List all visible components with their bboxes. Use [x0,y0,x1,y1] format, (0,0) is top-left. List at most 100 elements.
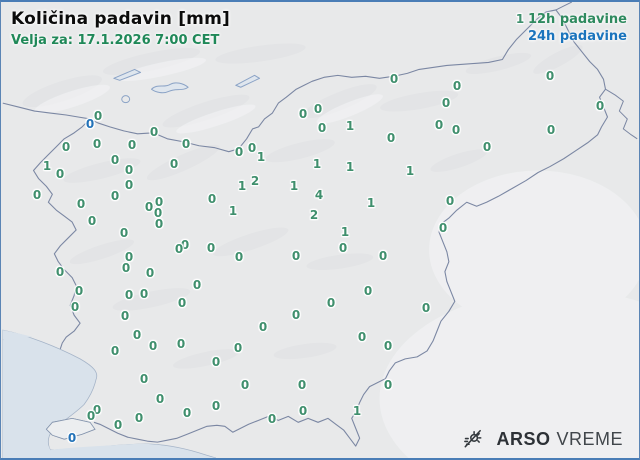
brand-vreme: VREME [556,428,623,449]
station-value-12h: 0 [124,250,134,264]
station-value-12h: 0 [92,137,102,151]
station-value-24h: 0 [67,431,77,445]
station-value-12h: 1 [345,160,355,174]
station-value-12h: 0 [92,403,102,417]
station-value-12h: 0 [174,242,184,256]
station-value-12h: 0 [545,69,555,83]
station-value-12h: 0 [378,249,388,263]
station-value-12h: 0 [233,341,243,355]
station-value-12h: 1 [366,196,376,210]
station-value-12h: 0 [177,296,187,310]
legend: 12h padavine 24h padavine [528,11,627,45]
station-value-12h: 0 [176,337,186,351]
station-value-12h: 0 [110,189,120,203]
slovenia-border [89,9,609,447]
station-value-12h: 0 [298,404,308,418]
station-value-12h: 0 [451,123,461,137]
station-value-12h: 1 [405,164,415,178]
station-value-12h: 0 [154,195,164,209]
station-value-12h: 0 [326,296,336,310]
station-value-24h: 0 [85,117,95,131]
lakes [113,68,261,104]
station-value-12h: 0 [55,265,65,279]
arso-vreme-logo: ARSO VREME [462,428,623,450]
station-value-12h: 0 [110,344,120,358]
station-value-12h: 1 [515,12,525,26]
brand-arso: ARSO [496,428,551,449]
legend-item-24h: 24h padavine [527,29,627,44]
station-value-12h: 0 [452,79,462,93]
station-value-12h: 0 [482,140,492,154]
station-value-12h: 1 [352,404,362,418]
station-value-12h: 0 [267,412,277,426]
station-value-12h: 0 [124,163,134,177]
station-value-12h: 0 [298,107,308,121]
station-value-12h: 0 [180,238,190,252]
station-value-12h: 0 [86,409,96,423]
station-value-12h: 1 [256,150,266,164]
station-value-12h: 2 [309,208,319,222]
station-value-12h: 0 [363,284,373,298]
station-value-12h: 0 [207,192,217,206]
station-value-12h: 0 [317,121,327,135]
relief-shading [22,43,583,369]
piran-peninsula-fill [45,417,96,440]
station-value-12h: 0 [148,339,158,353]
slovenia-italy-border [32,118,91,350]
station-value-12h: 0 [383,378,393,392]
station-value-12h: 0 [247,141,257,155]
station-value-12h: 0 [74,284,84,298]
station-value-12h: 0 [132,328,142,342]
station-value-12h: 0 [211,355,221,369]
station-value-12h: 0 [32,188,42,202]
station-value-12h: 0 [70,300,80,314]
station-value-12h: 0 [144,200,154,214]
station-value-12h: 0 [120,309,130,323]
station-value-12h: 0 [441,96,451,110]
station-value-12h: 0 [291,249,301,263]
station-value-12h: 0 [211,399,221,413]
station-value-12h: 0 [297,378,307,392]
station-value-12h: 0 [182,406,192,420]
station-value-12h: 1 [345,119,355,133]
station-value-12h: 0 [389,72,399,86]
station-value-12h: 0 [240,378,250,392]
hungary-croatia-border [605,88,638,140]
station-value-12h: 0 [258,320,268,334]
station-value-12h: 0 [206,241,216,255]
station-value-12h: 1 [228,204,238,218]
station-value-12h: 0 [145,266,155,280]
station-value-12h: 1 [289,179,299,193]
station-value-12h: 0 [445,194,455,208]
station-value-12h: 0 [139,287,149,301]
station-value-12h: 0 [192,278,202,292]
station-value-12h: 0 [113,418,123,432]
station-value-12h: 0 [76,197,86,211]
station-value-12h: 0 [124,178,134,192]
station-value-12h: 0 [383,339,393,353]
station-value-12h: 0 [127,138,137,152]
station-value-12h: 0 [124,288,134,302]
station-value-12h: 0 [234,250,244,264]
station-value-12h: 1 [340,225,350,239]
station-value-12h: 0 [153,206,163,220]
station-value-12h: 1 [237,179,247,193]
station-value-12h: 0 [386,131,396,145]
station-value-12h: 1 [42,159,52,173]
station-value-12h: 0 [434,118,444,132]
station-value-12h: 0 [338,241,348,255]
italy-austria-border [2,102,91,120]
sea-bay-south [2,330,216,458]
station-value-12h: 0 [313,102,323,116]
station-value-12h: 0 [154,217,164,231]
legend-item-12h: 12h padavine [527,12,627,27]
station-value-12h: 0 [87,214,97,228]
station-value-12h: 0 [438,221,448,235]
relief-highlights [34,57,639,458]
station-value-12h: 0 [595,99,605,113]
validity-label: Velja za: 17.1.2026 7:00 CET [11,33,220,48]
station-value-12h: 0 [134,411,144,425]
station-value-12h: 0 [149,125,159,139]
